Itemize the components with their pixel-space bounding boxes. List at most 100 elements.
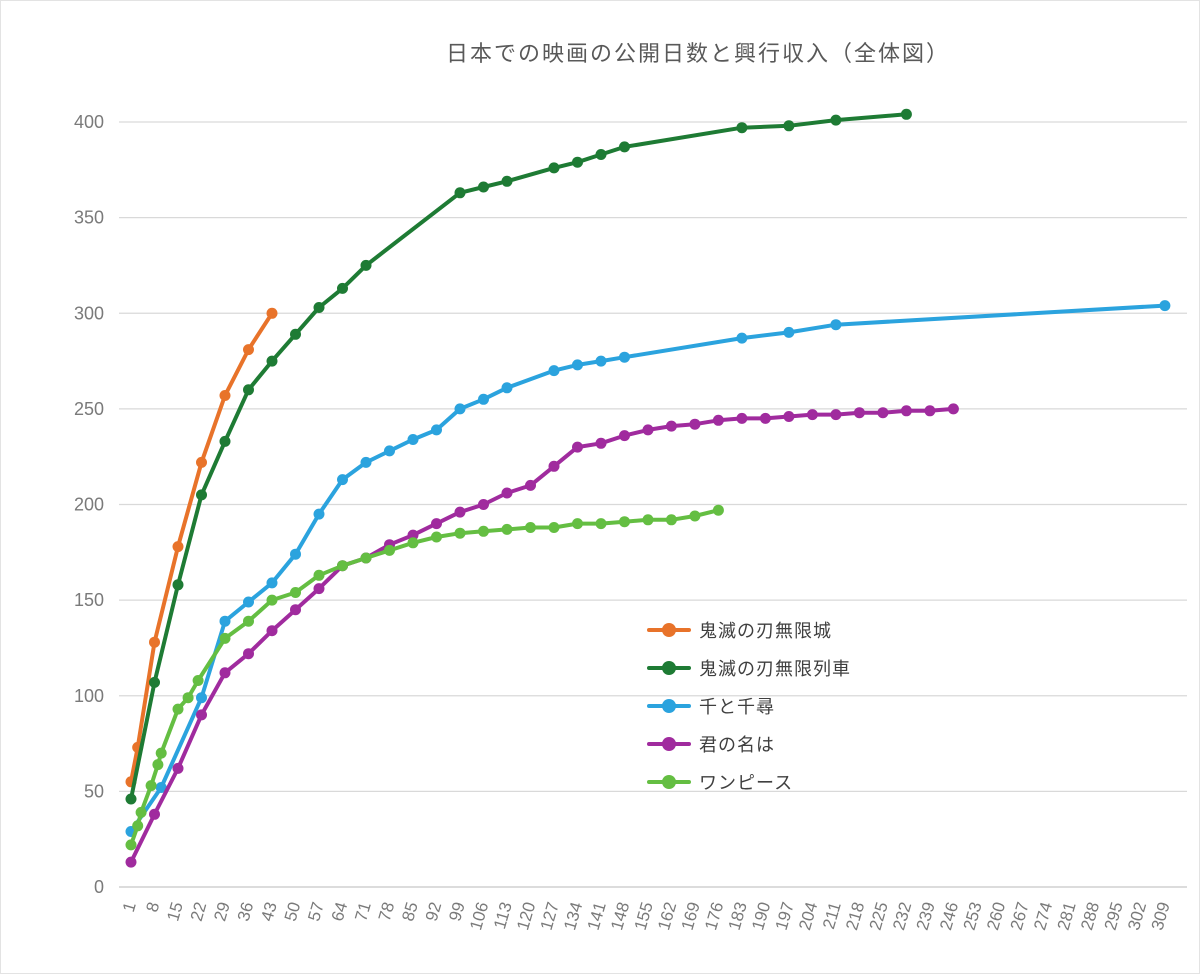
x-tick-label: 225 [866,900,892,933]
data-point-marker [219,435,231,447]
x-tick-label: 99 [445,900,468,923]
data-point-marker [172,703,184,715]
x-tick-label: 15 [163,900,186,923]
data-point-marker [360,552,372,564]
y-tick-label: 250 [74,399,104,419]
x-tick-label: 239 [913,900,939,933]
chart-title: 日本での映画の公開日数と興行収入（全体図） [446,41,950,66]
legend-swatch-icon [647,661,691,675]
data-point-marker [360,259,372,271]
x-axis-tick-labels: 1 8 15 22 29 36 43 50 57 64 71 78 85 92 99106113120127… [119,900,1174,933]
data-point-marker [454,527,466,539]
data-point-marker [783,326,795,338]
x-tick-label: 43 [257,900,280,923]
data-point-marker [149,808,160,820]
data-point-marker [830,409,842,421]
data-point-marker [830,319,842,331]
legend-item-kimetsu-mugenressha: 鬼滅の刃無限列車 [647,649,851,687]
data-point-marker [125,839,137,851]
data-point-marker [501,382,513,394]
x-tick-label: 190 [748,900,774,933]
x-tick-label: 260 [983,900,1009,933]
data-point-marker [266,577,278,589]
y-tick-label: 100 [74,686,104,706]
x-tick-label: 134 [560,900,586,933]
data-point-marker [125,856,137,868]
data-point-marker [219,390,231,401]
legend-label: 君の名は [699,735,775,755]
x-tick-label: 120 [513,900,539,933]
data-point-marker [196,489,207,501]
data-point-marker [125,793,137,805]
data-point-marker [407,537,419,549]
y-tick-label: 350 [74,208,104,228]
data-point-marker [525,479,536,491]
data-point-marker [736,122,748,134]
data-point-marker [337,474,348,486]
legend-swatch-icon [647,737,691,751]
legend-label: 鬼滅の刃無限列車 [699,659,851,679]
x-tick-label: 309 [1148,900,1174,933]
legend-swatch-icon [647,623,691,637]
data-point-marker [595,518,607,530]
data-point-marker [243,344,254,356]
data-point-marker [172,762,184,774]
legend-swatch-icon [647,699,691,713]
data-point-marker [243,615,254,627]
data-point-marker [182,692,194,704]
data-point-marker [712,414,724,426]
y-tick-label: 200 [74,495,104,515]
x-tick-label: 281 [1054,900,1080,933]
data-point-marker [548,365,560,377]
data-point-marker [172,579,184,591]
x-tick-label: 106 [466,900,492,933]
y-tick-label: 400 [74,112,104,132]
data-point-marker [313,583,325,595]
x-tick-label: 232 [889,900,915,933]
data-point-marker [478,525,489,537]
data-point-marker [219,667,231,679]
data-point-marker [525,522,536,533]
x-tick-label: 267 [1007,900,1033,933]
x-tick-label: 295 [1101,900,1127,933]
data-point-marker [501,175,513,187]
data-point-marker [243,648,254,660]
data-point-marker [572,156,583,168]
data-point-marker [501,487,513,499]
data-point-marker [243,384,254,396]
data-point-marker [689,418,701,430]
chart-legend: 鬼滅の刃無限城 鬼滅の刃無限列車 千と千尋 君の名は ワンピース [647,611,851,801]
data-point-marker [548,162,560,174]
x-tick-label: 57 [304,900,327,923]
y-tick-label: 300 [74,303,104,323]
data-point-marker [924,405,936,417]
data-point-marker [595,149,607,160]
data-point-marker [478,393,489,405]
data-point-marker [407,529,419,541]
data-point-marker [619,430,630,442]
data-point-marker [736,332,748,344]
data-point-marker [619,141,630,153]
data-point-marker [877,407,889,419]
legend-label: ワンピース [699,773,794,793]
data-point-marker [1159,300,1171,312]
x-tick-label: 288 [1077,900,1103,933]
legend-label: 鬼滅の刃無限城 [699,621,832,641]
x-tick-label: 176 [701,900,727,933]
data-point-marker [783,411,795,422]
x-tick-label: 1 [119,900,140,914]
data-point-marker [478,499,489,510]
series-line-2 [125,300,1171,837]
data-point-marker [384,544,395,556]
data-point-marker [219,615,231,627]
data-point-marker [337,282,348,294]
data-point-marker [407,434,419,445]
data-point-marker [145,780,157,792]
series-path [129,311,274,784]
data-point-marker [196,709,207,721]
data-point-marker [665,514,677,526]
data-point-marker [290,548,301,560]
data-point-marker [337,560,348,572]
data-point-marker [266,594,278,606]
